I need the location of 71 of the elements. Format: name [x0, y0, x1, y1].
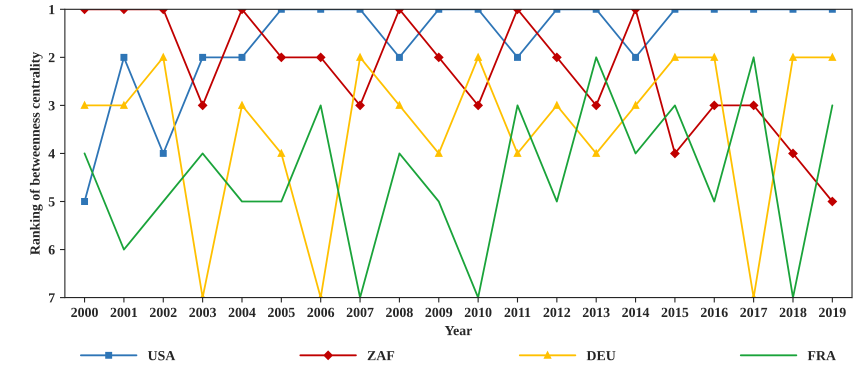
point [710, 100, 719, 110]
point [81, 198, 88, 205]
point [828, 54, 836, 61]
point [632, 54, 640, 61]
y-axis-title: Ranking of betweenness centrality [30, 52, 43, 255]
point [434, 52, 444, 62]
x-tick-label: 2016 [700, 308, 728, 318]
x-tick-label: 2014 [622, 308, 650, 318]
x-tick-label: 2001 [110, 308, 138, 318]
point [198, 100, 208, 110]
x-tick-label: 2015 [662, 308, 688, 318]
legend-label: ZAF [368, 351, 394, 360]
legend-label: FRA [808, 351, 836, 360]
x-tick-label: 2012 [544, 308, 570, 318]
x-tick-label: 2017 [740, 308, 768, 318]
x-tick-label: 2004 [228, 308, 256, 318]
x-tick-label: 2008 [386, 308, 413, 318]
point [278, 150, 285, 157]
point [592, 100, 601, 110]
point [474, 54, 482, 61]
point [199, 54, 206, 61]
point [238, 54, 246, 61]
legend-label: DEU [586, 351, 616, 360]
point [632, 102, 640, 109]
y-tick-label: 5 [48, 197, 55, 206]
point [160, 54, 167, 61]
y-tick-label: 3 [48, 101, 55, 110]
x-tick-label: 2009 [425, 308, 452, 318]
point [592, 150, 600, 157]
x-tick-label: 2007 [346, 308, 374, 318]
point [81, 102, 88, 109]
point [120, 54, 128, 61]
point [356, 54, 364, 61]
y-tick-label: 1 [49, 4, 54, 14]
point [396, 102, 403, 109]
legend-label: USA [148, 350, 176, 360]
point [238, 102, 246, 109]
point [790, 54, 796, 61]
x-tick-label: 2010 [464, 308, 492, 318]
y-tick-label: 7 [49, 293, 55, 302]
point [828, 197, 837, 206]
point [671, 54, 678, 61]
x-tick-label: 2002 [150, 308, 177, 318]
x-tick-label: 2006 [307, 308, 334, 318]
point [356, 100, 365, 110]
point [514, 54, 521, 61]
point [710, 54, 718, 61]
x-tick-label: 2011 [504, 308, 530, 318]
x-tick-label: 2019 [819, 308, 846, 318]
x-tick-label: 2005 [268, 308, 295, 318]
x-tick-label: 2003 [189, 308, 216, 318]
point [749, 100, 758, 110]
y-tick-label: 4 [48, 149, 55, 158]
point [552, 52, 562, 62]
point [396, 54, 403, 61]
point [316, 52, 326, 62]
point [474, 100, 483, 110]
point [553, 102, 560, 109]
x-axis-title: Year [444, 326, 472, 336]
x-tick-label: 2018 [780, 308, 806, 318]
point [435, 150, 442, 157]
x-tick-label: 2000 [71, 308, 98, 318]
x-tick-label: 2013 [582, 308, 610, 318]
point [788, 148, 798, 158]
point [670, 148, 680, 158]
point [160, 150, 167, 157]
point [276, 52, 286, 62]
y-tick-label: 2 [48, 52, 55, 62]
point [120, 102, 128, 109]
y-tick-label: 6 [48, 245, 55, 255]
point [514, 150, 521, 157]
